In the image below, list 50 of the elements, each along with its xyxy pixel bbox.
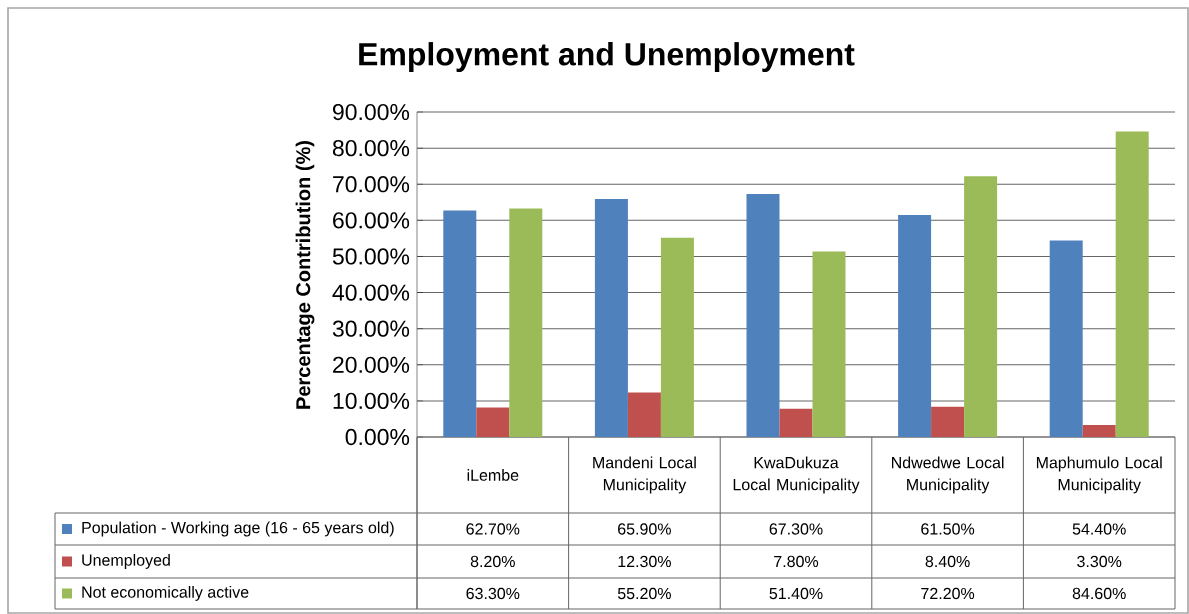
chart-title: Employment and Unemployment: [359, 42, 855, 72]
data-label: 3.30%: [1077, 555, 1122, 568]
bar: [660, 237, 694, 437]
data-label: 65.90%: [618, 523, 671, 535]
x-tick-label: KwaDukuza Local Municipality: [733, 456, 860, 494]
data-label: 72.20%: [921, 587, 975, 600]
bar: [898, 214, 932, 437]
x-tick-label: iLembe: [467, 469, 519, 481]
bar: [779, 408, 813, 437]
data-label: 12.30%: [618, 555, 671, 568]
y-tick-label: 10.00%: [333, 392, 410, 410]
bar: [1115, 131, 1149, 437]
y-axis-title: Percentage Contribution (%): [295, 140, 315, 409]
y-tick-label: 90.00%: [333, 103, 410, 121]
y-tick-label: 50.00%: [332, 248, 410, 265]
y-tick-label: 70.00%: [333, 176, 410, 193]
y-tick-label: 60.00%: [333, 212, 410, 229]
data-label: 67.30%: [769, 523, 823, 535]
data-label: 7.80%: [774, 555, 819, 568]
bar: [627, 392, 661, 437]
bar: [964, 176, 998, 437]
x-tick-label: Maphumulo Local Municipality: [1036, 456, 1162, 494]
bar: [931, 406, 965, 437]
data-label: 62.70%: [466, 523, 520, 535]
data-label: 63.30%: [466, 587, 520, 600]
legend-label: Population - Working age (16 - 65 years old): [82, 521, 394, 537]
y-tick-label: 20.00%: [333, 356, 410, 373]
data-label: 8.40%: [925, 555, 970, 568]
data-label: 54.40%: [1072, 523, 1126, 535]
y-tick-label: 80.00%: [332, 139, 410, 157]
data-label: 55.20%: [617, 587, 671, 600]
bar: [443, 210, 477, 437]
y-tick-label: 30.00%: [332, 320, 410, 337]
legend-label: Not economically active: [82, 586, 249, 601]
bar: [476, 407, 510, 437]
bar: [1049, 240, 1083, 437]
bar: [1082, 425, 1116, 437]
bar: [509, 208, 543, 437]
data-label: 61.50%: [921, 523, 975, 535]
data-label: 51.40%: [769, 587, 823, 600]
data-label: 8.20%: [470, 555, 515, 568]
x-tick-label: Mandeni Local Municipality: [593, 456, 696, 494]
legend-label: Unemployed: [82, 554, 170, 569]
y-tick-label: 40.00%: [332, 284, 410, 301]
x-tick-label: Ndwedwe Local Municipality: [892, 456, 1004, 494]
y-tick-label: 0.00%: [345, 428, 410, 446]
bar: [594, 199, 628, 437]
bar: [812, 251, 846, 437]
data-label: 84.60%: [1072, 587, 1126, 600]
bar: [746, 193, 780, 437]
